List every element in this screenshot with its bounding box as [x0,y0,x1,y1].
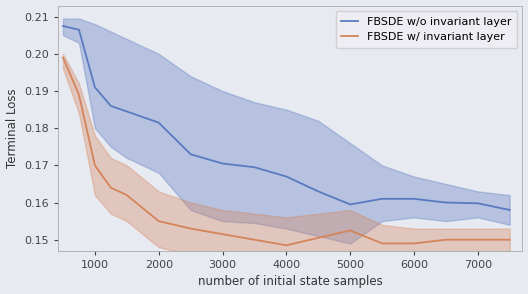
FBSDE w/o invariant layer [92,86,98,89]
FBSDE w/ invariant layer [379,242,385,245]
FBSDE w/ invariant layer [506,238,513,241]
FBSDE w/o invariant layer [219,162,225,165]
FBSDE w/o invariant layer [347,203,353,206]
FBSDE w/ invariant layer [251,238,258,241]
Y-axis label: Terminal Loss: Terminal Loss [6,88,18,168]
FBSDE w/o invariant layer [76,28,82,31]
FBSDE w/o invariant layer [187,153,194,156]
FBSDE w/ invariant layer [76,93,82,96]
FBSDE w/ invariant layer [283,243,289,247]
FBSDE w/ invariant layer [92,164,98,167]
FBSDE w/ invariant layer [475,238,481,241]
FBSDE w/ invariant layer [347,229,353,232]
FBSDE w/o invariant layer [108,104,114,108]
FBSDE w/o invariant layer [60,24,66,28]
FBSDE w/o invariant layer [506,208,513,212]
FBSDE w/o invariant layer [251,166,258,169]
FBSDE w/ invariant layer [219,232,225,236]
FBSDE w/ invariant layer [187,227,194,230]
FBSDE w/ invariant layer [156,219,162,223]
FBSDE w/o invariant layer [411,197,417,201]
X-axis label: number of initial state samples: number of initial state samples [198,275,383,288]
FBSDE w/ invariant layer [411,242,417,245]
FBSDE w/ invariant layer [124,193,130,197]
FBSDE w/ invariant layer [108,186,114,189]
Line: FBSDE w/o invariant layer: FBSDE w/o invariant layer [63,26,510,210]
Line: FBSDE w/ invariant layer: FBSDE w/ invariant layer [63,58,510,245]
FBSDE w/o invariant layer [442,201,449,204]
FBSDE w/ invariant layer [60,56,66,59]
FBSDE w/o invariant layer [283,175,289,178]
Legend: FBSDE w/o invariant layer, FBSDE w/ invariant layer: FBSDE w/o invariant layer, FBSDE w/ inva… [336,11,517,48]
FBSDE w/o invariant layer [124,110,130,113]
FBSDE w/ invariant layer [442,238,449,241]
FBSDE w/ invariant layer [315,236,322,240]
FBSDE w/o invariant layer [156,121,162,124]
FBSDE w/o invariant layer [315,190,322,193]
FBSDE w/o invariant layer [379,197,385,201]
FBSDE w/o invariant layer [475,201,481,205]
